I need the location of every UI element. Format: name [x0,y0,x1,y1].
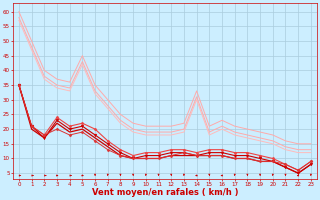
X-axis label: Vent moyen/en rafales ( km/h ): Vent moyen/en rafales ( km/h ) [92,188,238,197]
